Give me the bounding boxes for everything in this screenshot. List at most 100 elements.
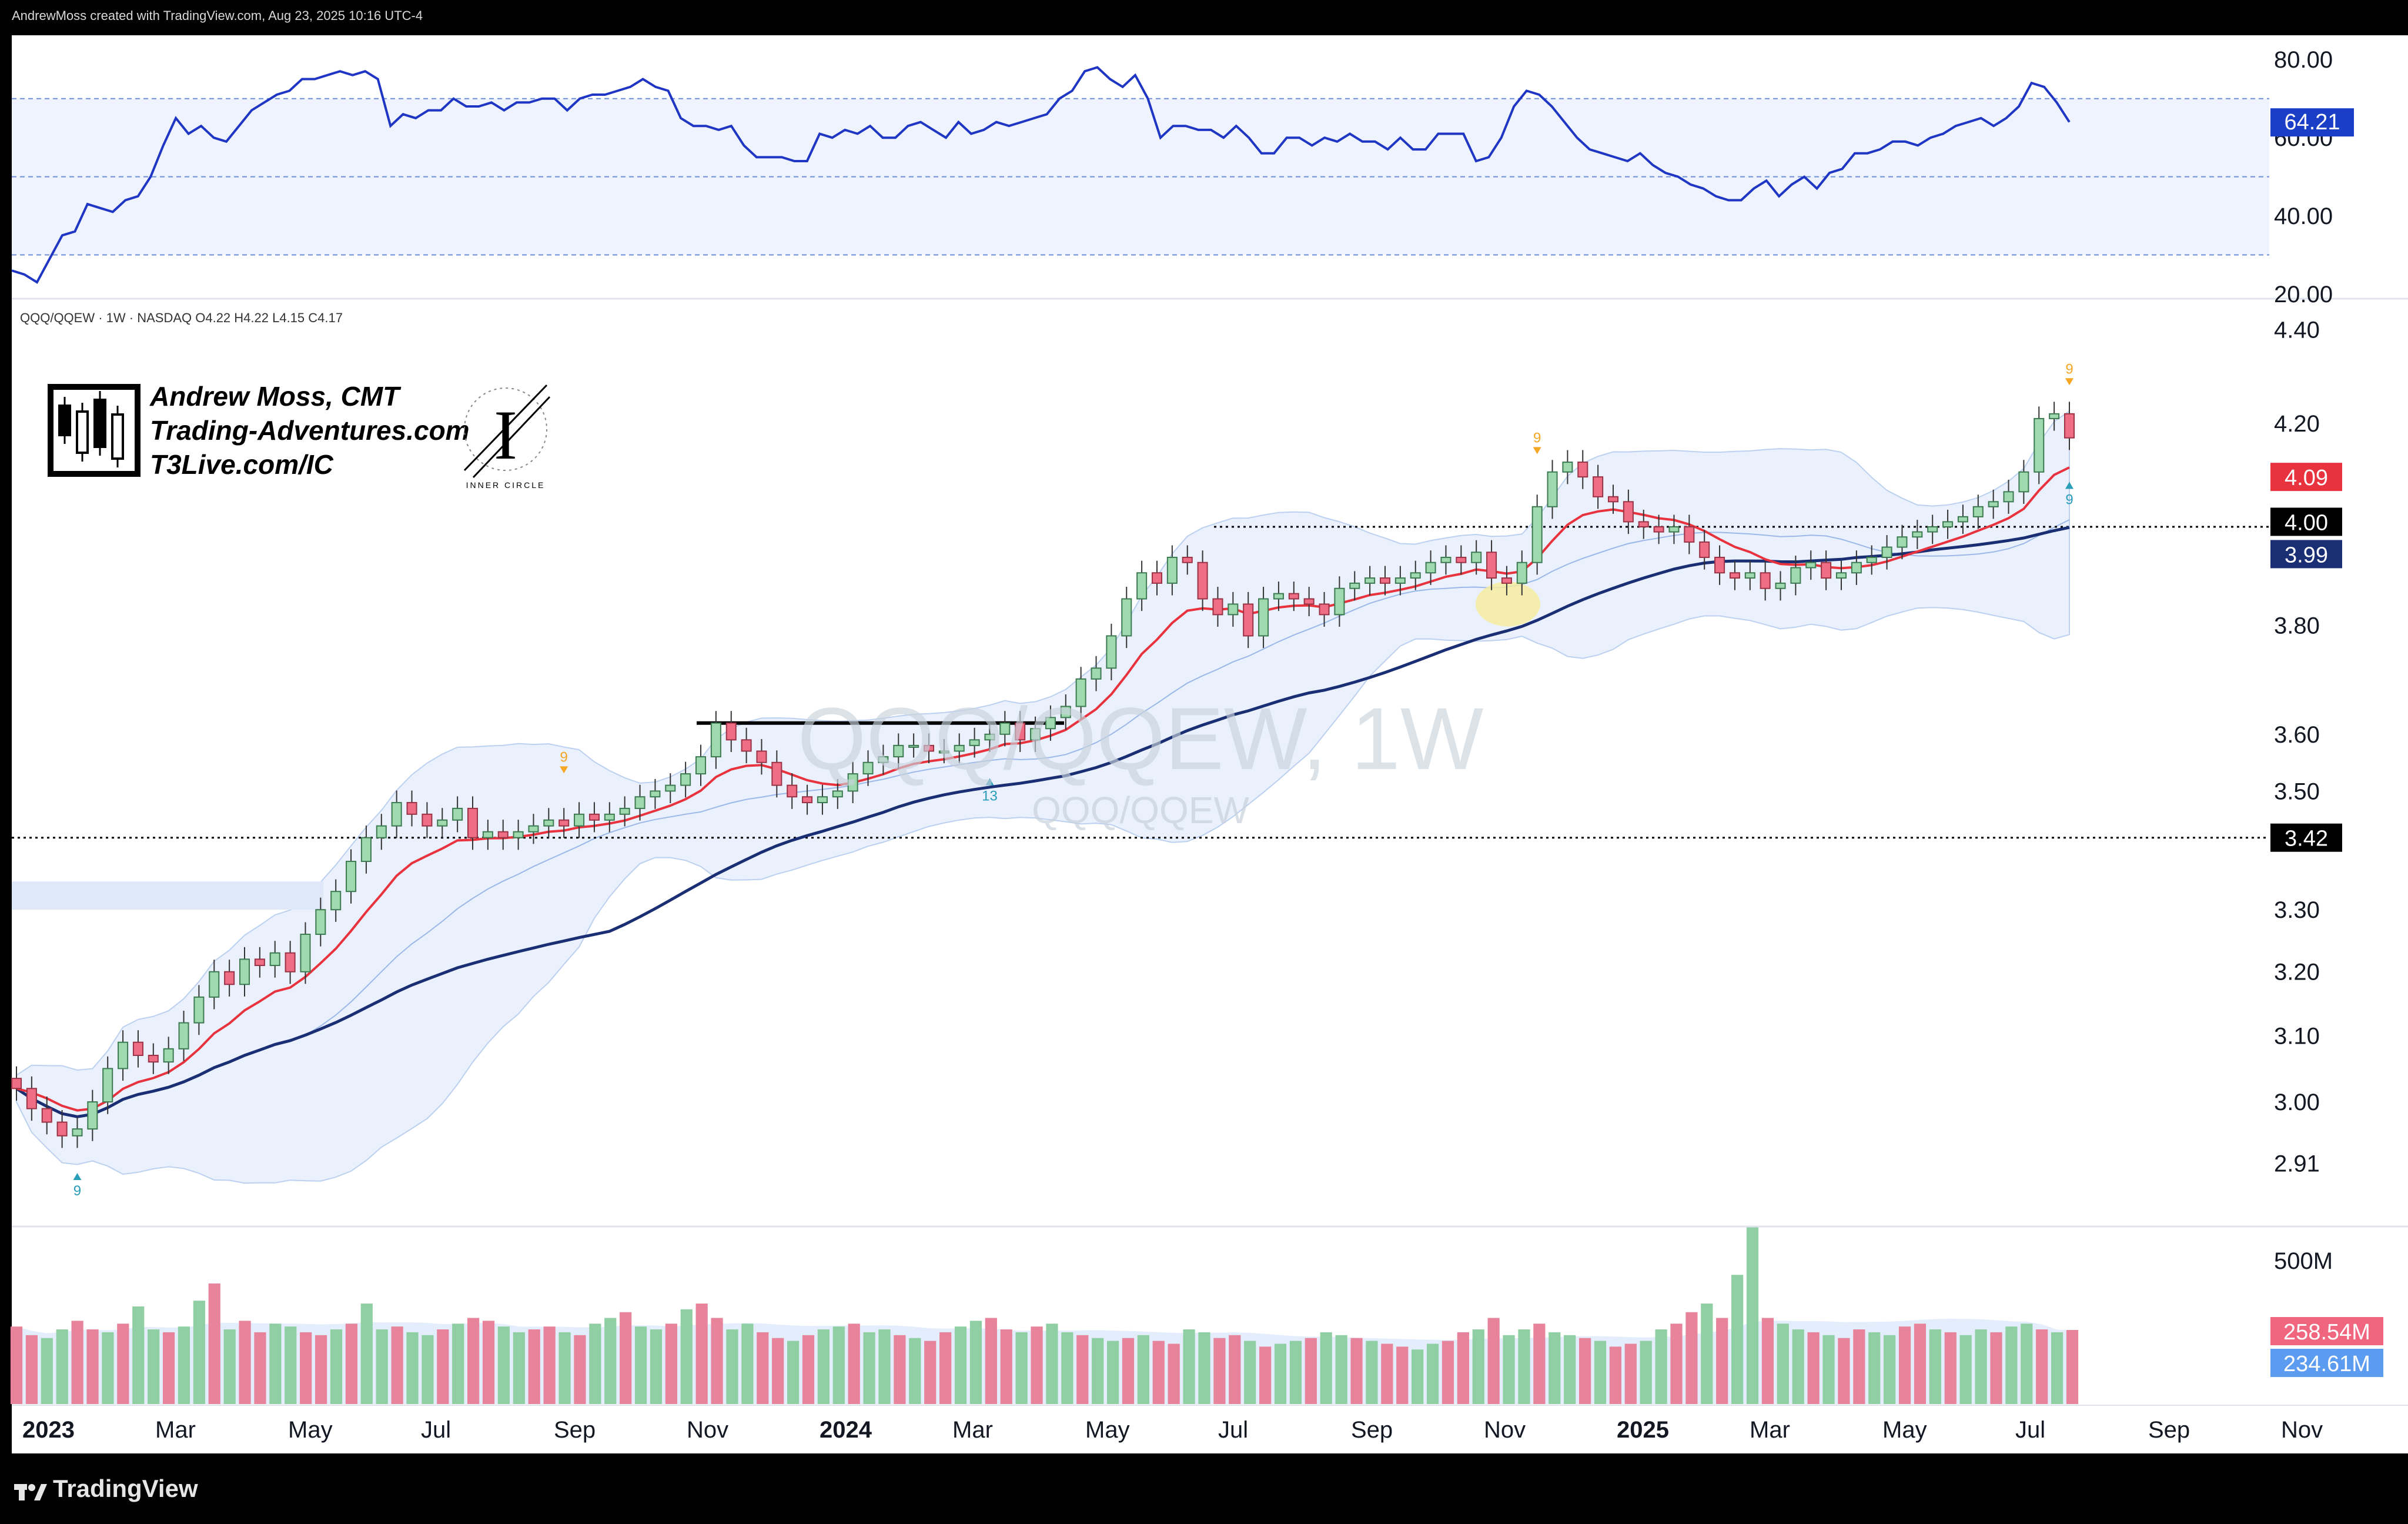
candle-body — [482, 831, 493, 838]
candle — [543, 808, 554, 838]
footer — [0, 1453, 2408, 1524]
td-buy-count: 9 — [2065, 492, 2073, 508]
candle — [817, 784, 828, 815]
volume-bar — [193, 1301, 205, 1404]
branding-line3: T3Live.com/IC — [150, 449, 334, 480]
candle-body — [604, 813, 615, 821]
candle-body — [1379, 577, 1391, 584]
candle-body — [1440, 556, 1452, 563]
price-panel[interactable]: 9 13 9 9 9 9 — [11, 361, 2269, 1199]
rsi-panel[interactable] — [11, 66, 2269, 284]
volume-bar — [1000, 1329, 1012, 1404]
time-tick-label: Nov — [2281, 1417, 2323, 1443]
volume-bar — [1106, 1341, 1119, 1404]
price-badge-label: 3.42 — [2285, 827, 2328, 851]
time-tick-label: Jul — [1218, 1417, 1248, 1443]
volume-bar — [1412, 1349, 1424, 1404]
volume-bar — [452, 1324, 464, 1404]
candle — [802, 784, 813, 815]
rsi-line — [11, 66, 2071, 284]
candle-body — [847, 773, 858, 792]
candle-body — [832, 790, 843, 798]
candle-body — [285, 952, 296, 972]
candle-body — [2003, 491, 2014, 503]
candle-body — [588, 813, 600, 821]
candle — [619, 796, 630, 827]
candle — [2063, 402, 2075, 450]
candle — [56, 1110, 68, 1148]
candle-body — [634, 796, 646, 809]
candle — [574, 802, 585, 838]
candle — [422, 802, 433, 838]
volume-bar — [148, 1329, 160, 1404]
volume-bar — [497, 1326, 510, 1404]
candle-body — [923, 744, 935, 752]
volume-bar — [604, 1318, 617, 1404]
volume-bar — [1335, 1335, 1347, 1404]
candle — [1623, 489, 1634, 534]
candle-body — [2034, 417, 2045, 473]
candle — [102, 1056, 113, 1114]
td-sell-arrow — [1533, 447, 1541, 454]
volume-bar — [117, 1324, 129, 1404]
candle-body — [1136, 572, 1148, 600]
volume-bar — [848, 1324, 860, 1404]
candle-body — [1394, 577, 1406, 584]
candle — [1790, 555, 1801, 596]
volume-bar — [1670, 1324, 1683, 1404]
candle — [269, 941, 280, 978]
candle-body — [817, 796, 828, 804]
volume-bar — [360, 1304, 373, 1404]
candle — [1456, 545, 1467, 575]
candle — [1410, 560, 1421, 590]
candle-body — [26, 1088, 37, 1109]
candle-body — [1364, 577, 1376, 584]
volume-bar — [589, 1324, 601, 1404]
candle — [1714, 545, 1725, 585]
volume-bar — [1320, 1332, 1332, 1404]
volume-bar — [1914, 1324, 1927, 1404]
volume-bar — [1564, 1335, 1576, 1404]
candle — [1334, 576, 1345, 627]
volume-bar — [1761, 1318, 1774, 1404]
candle-body — [2049, 413, 2060, 419]
candle — [1486, 540, 1497, 590]
volume-bar — [1122, 1338, 1135, 1404]
candle — [72, 1117, 83, 1148]
candle — [1091, 656, 1102, 691]
candle — [999, 711, 1011, 747]
volume-bar — [1777, 1324, 1789, 1404]
volume-bar — [2051, 1332, 2063, 1404]
candle-body — [665, 784, 676, 792]
time-tick-label: May — [288, 1417, 333, 1443]
bollinger-band — [16, 410, 2070, 1184]
candle — [391, 790, 402, 838]
candle-body — [1897, 536, 1908, 548]
volume-bar — [528, 1329, 540, 1404]
candle-body — [893, 744, 904, 758]
candle — [2034, 406, 2045, 484]
candle — [756, 738, 767, 775]
volume-panel[interactable] — [10, 1226, 2079, 1404]
tradingview-logo[interactable]: TradingView — [14, 1475, 198, 1503]
volume-bar — [1381, 1343, 1393, 1404]
candle-body — [497, 831, 509, 838]
watermark-text: AndrewMoss created with TradingView.com,… — [12, 8, 423, 23]
highlight-ellipse — [1476, 581, 1540, 627]
volume-bar — [56, 1329, 68, 1404]
candle-body — [1988, 501, 1999, 507]
volume-bar — [269, 1324, 282, 1404]
candle — [224, 960, 235, 997]
candle-body — [558, 819, 570, 827]
candle-body — [118, 1041, 129, 1070]
volume-bar — [894, 1335, 906, 1404]
candle — [1881, 535, 1892, 570]
candle-body — [1835, 572, 1847, 579]
price-badge-label: 3.99 — [2285, 543, 2328, 567]
candle — [741, 727, 752, 764]
candle — [1851, 550, 1862, 585]
candle — [787, 773, 798, 809]
volume-current-label: 258.54M — [2283, 1320, 2370, 1345]
volume-bar — [1137, 1335, 1149, 1404]
